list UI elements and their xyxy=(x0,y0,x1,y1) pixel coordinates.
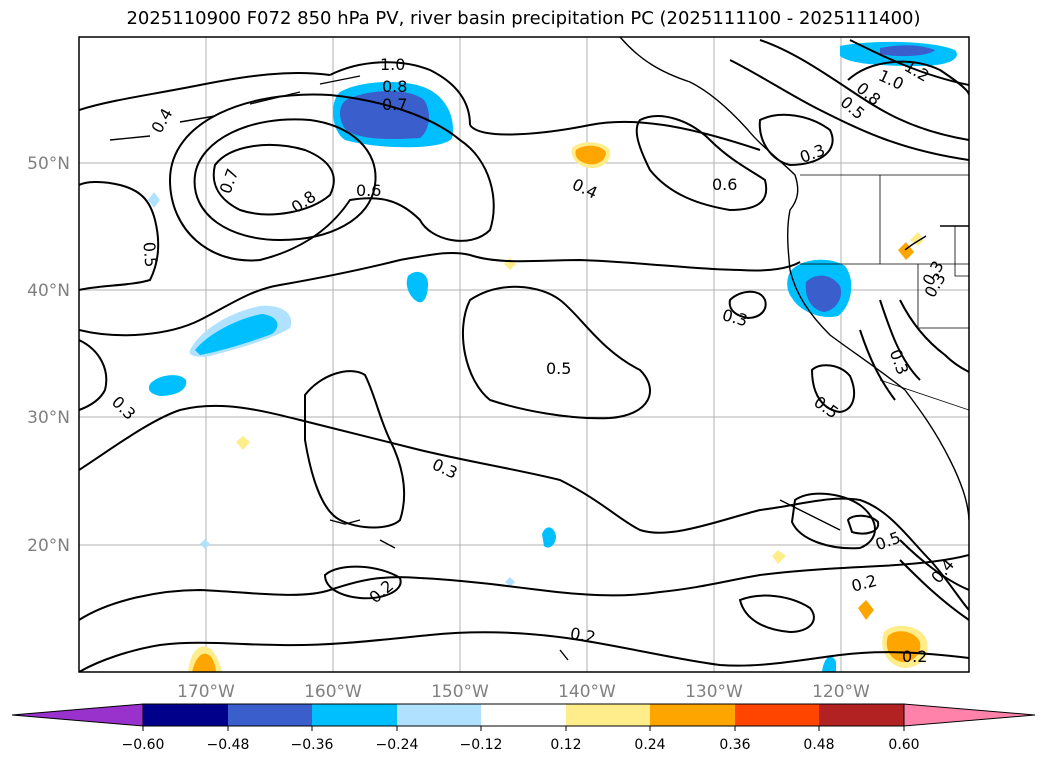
contour-label: 0.5 xyxy=(139,241,160,268)
lat-label: 50°N xyxy=(27,154,70,174)
contour-label: 0.6 xyxy=(356,181,381,200)
contour-labels: 1.0 0.8 0.7 0.4 0.7 0.8 0.6 0.5 0.4 0.6 … xyxy=(108,55,958,666)
colorbar-segment xyxy=(481,704,566,726)
colorbar-segment xyxy=(397,704,481,726)
colorbar-tick: 0.36 xyxy=(719,737,750,753)
colorbar-segment xyxy=(566,704,650,726)
contour-label: 0.8 xyxy=(382,77,407,96)
contour-label: 0.2 xyxy=(569,624,597,647)
lon-label: 120°W xyxy=(812,682,870,702)
colorbar-segment xyxy=(312,704,397,726)
lon-label: 170°W xyxy=(177,682,235,702)
contour-label: 0.6 xyxy=(712,175,737,194)
lat-labels: 50°N 40°N 30°N 20°N xyxy=(27,154,70,556)
colorbar-extend-left xyxy=(11,703,144,727)
colorbar: −0.60 −0.48 −0.36 −0.24 −0.12 0.12 0.24 … xyxy=(11,703,1036,753)
colorbar-tick: 0.48 xyxy=(803,737,834,753)
colorbar-tick: −0.36 xyxy=(291,737,334,753)
lon-labels: 170°W 160°W 150°W 140°W 130°W 120°W xyxy=(177,682,870,702)
colorbar-segment xyxy=(228,704,312,726)
colorbar-segment xyxy=(735,704,819,726)
contour-label: 0.2 xyxy=(902,647,927,666)
lon-label: 130°W xyxy=(685,682,743,702)
contour-label: 0.5 xyxy=(546,359,571,378)
colorbar-tick: −0.48 xyxy=(207,737,250,753)
colorbar-tick: 0.24 xyxy=(634,737,665,753)
pv-contours xyxy=(79,39,969,672)
colorbar-segment xyxy=(650,704,735,726)
lat-label: 20°N xyxy=(27,536,70,556)
borders xyxy=(800,174,969,411)
colorbar-tick: −0.60 xyxy=(122,737,165,753)
lon-label: 150°W xyxy=(431,682,489,702)
colorbar-segment xyxy=(143,704,228,726)
coastlines xyxy=(109,37,969,661)
contour-label: 0.7 xyxy=(382,95,407,114)
lon-label: 140°W xyxy=(558,682,616,702)
map-title: 2025110900 F072 850 hPa PV, river basin … xyxy=(126,8,921,29)
colorbar-tick: 0.12 xyxy=(550,737,581,753)
contour-label: 1.0 xyxy=(380,55,405,74)
lat-label: 30°N xyxy=(27,408,70,428)
map-area xyxy=(79,37,969,672)
colorbar-tick: −0.24 xyxy=(376,737,419,753)
map-frame xyxy=(78,36,970,673)
lat-label: 40°N xyxy=(27,281,70,301)
colorbar-tick: 0.60 xyxy=(888,737,919,753)
lon-label: 160°W xyxy=(304,682,362,702)
colorbar-tick: −0.12 xyxy=(460,737,503,753)
colorbar-segment xyxy=(819,704,904,726)
precip-shading xyxy=(148,41,957,672)
colorbar-extend-right xyxy=(903,703,1036,727)
